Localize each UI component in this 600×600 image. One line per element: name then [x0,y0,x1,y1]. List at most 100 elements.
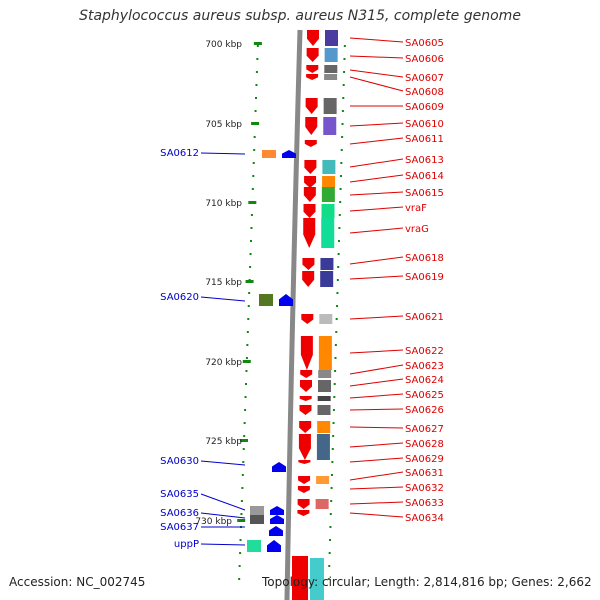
gene-label-SA0625: SA0625 [405,390,444,401]
gene-label-SA0618: SA0618 [405,253,444,264]
gene-connector-line [349,471,404,481]
gene-connector-line [349,69,404,78]
forward-gene-arrow [303,204,316,218]
tick-dot [338,240,340,242]
tick-dot [329,526,332,528]
gene-connector-line [349,76,404,92]
gene-connector-line [200,460,246,466]
genome-title: Staphylococcus aureus subsp. aureus N315… [79,8,521,24]
gene-connector-line [349,393,404,399]
forward-gene-arrow [303,218,316,248]
forward-gene-arrow [304,160,317,174]
gene-feature-block [318,370,332,378]
reverse-gene-arrow [279,294,293,306]
gene-connector-line [349,55,404,59]
gene-label-SA0608: SA0608 [405,87,444,98]
forward-gene-arrow [305,117,318,135]
gene-feature-block [323,98,337,114]
forward-gene-arrow [292,556,308,600]
gene-label-SA0614: SA0614 [405,171,444,182]
gene-label-vraG: vraG [405,224,429,235]
gene-feature-block [320,271,334,287]
tick-dot [343,58,346,60]
reverse-gene-arrow [269,526,283,536]
tick-dot [334,344,337,346]
tick-dot [342,84,345,86]
tick-dot [244,409,247,411]
gene-connector-line [349,426,404,429]
gene-connector-line [200,543,246,546]
tick-dot [340,162,343,164]
reverse-gene-arrow [267,540,281,552]
tick-dot [243,422,246,424]
tick-dot [244,383,247,385]
tick-dot [255,84,258,86]
forward-gene-arrow [297,486,310,493]
gene-feature-block [324,65,338,73]
tick-dot [242,461,245,463]
tick-dot [334,370,337,372]
tick-dot [240,500,243,502]
gene-feature-block [316,476,330,484]
gene-connector-line [349,37,404,43]
tick-dot [244,396,247,398]
tick-dot [331,461,334,463]
scale-tick [242,360,251,363]
tick-dot [238,578,241,580]
scale-tick [248,201,257,204]
tick-dot [251,188,254,190]
tick-dot [342,97,345,99]
gene-connector-line [349,457,404,463]
gene-feature-block [317,405,331,415]
gene-label-SA0611: SA0611 [405,134,444,145]
tick-dot [343,71,346,73]
gene-label-SA0610: SA0610 [405,119,444,130]
tick-dot [335,331,338,333]
gene-feature-block [315,499,329,509]
tick-dot [245,357,248,359]
forward-gene-arrow [303,187,316,202]
tick-dot [252,162,255,164]
gene-connector-line [349,158,404,168]
gene-feature-block [310,558,324,600]
gene-label-SA0622: SA0622 [405,346,444,357]
gene-label-SA0621: SA0621 [405,312,444,323]
tick-dot [250,227,253,229]
gene-connector-line [349,442,404,448]
gene-label-vraF: vraF [405,203,427,214]
gene-feature-block [250,506,264,515]
gene-feature-block [323,117,337,135]
scale-label: 715 kbp [205,278,242,288]
gene-label-SA0635: SA0635 [160,489,199,500]
tick-dot [241,487,244,489]
tick-dot [343,45,346,47]
forward-gene-arrow [305,98,318,114]
gene-feature-block [318,380,331,392]
tick-dot [253,149,256,151]
gene-feature-block [317,421,331,433]
forward-gene-arrow [298,460,311,464]
forward-gene-arrow [298,476,311,484]
gene-feature-block [316,434,330,460]
forward-gene-arrow [297,510,310,516]
gene-connector-line [349,315,404,320]
gene-label-SA0619: SA0619 [405,272,444,283]
forward-gene-arrow [298,434,311,460]
tick-dot [332,409,335,411]
tick-dot [246,344,249,346]
genome-backbone [284,29,303,600]
gene-connector-line [349,349,404,354]
gene-connector-line [349,206,404,212]
tick-dot [256,45,259,47]
gene-connector-line [349,256,404,265]
gene-connector-line [349,122,404,127]
gene-feature-block [318,336,332,370]
tick-dot [247,318,250,320]
gene-feature-block [320,258,334,270]
gene-label-SA0637: SA0637 [160,522,199,533]
reverse-gene-arrow [282,150,296,158]
gene-connector-line [349,512,404,518]
tick-dot [242,448,245,450]
tick-dot [329,539,332,541]
tick-dot [336,292,339,294]
